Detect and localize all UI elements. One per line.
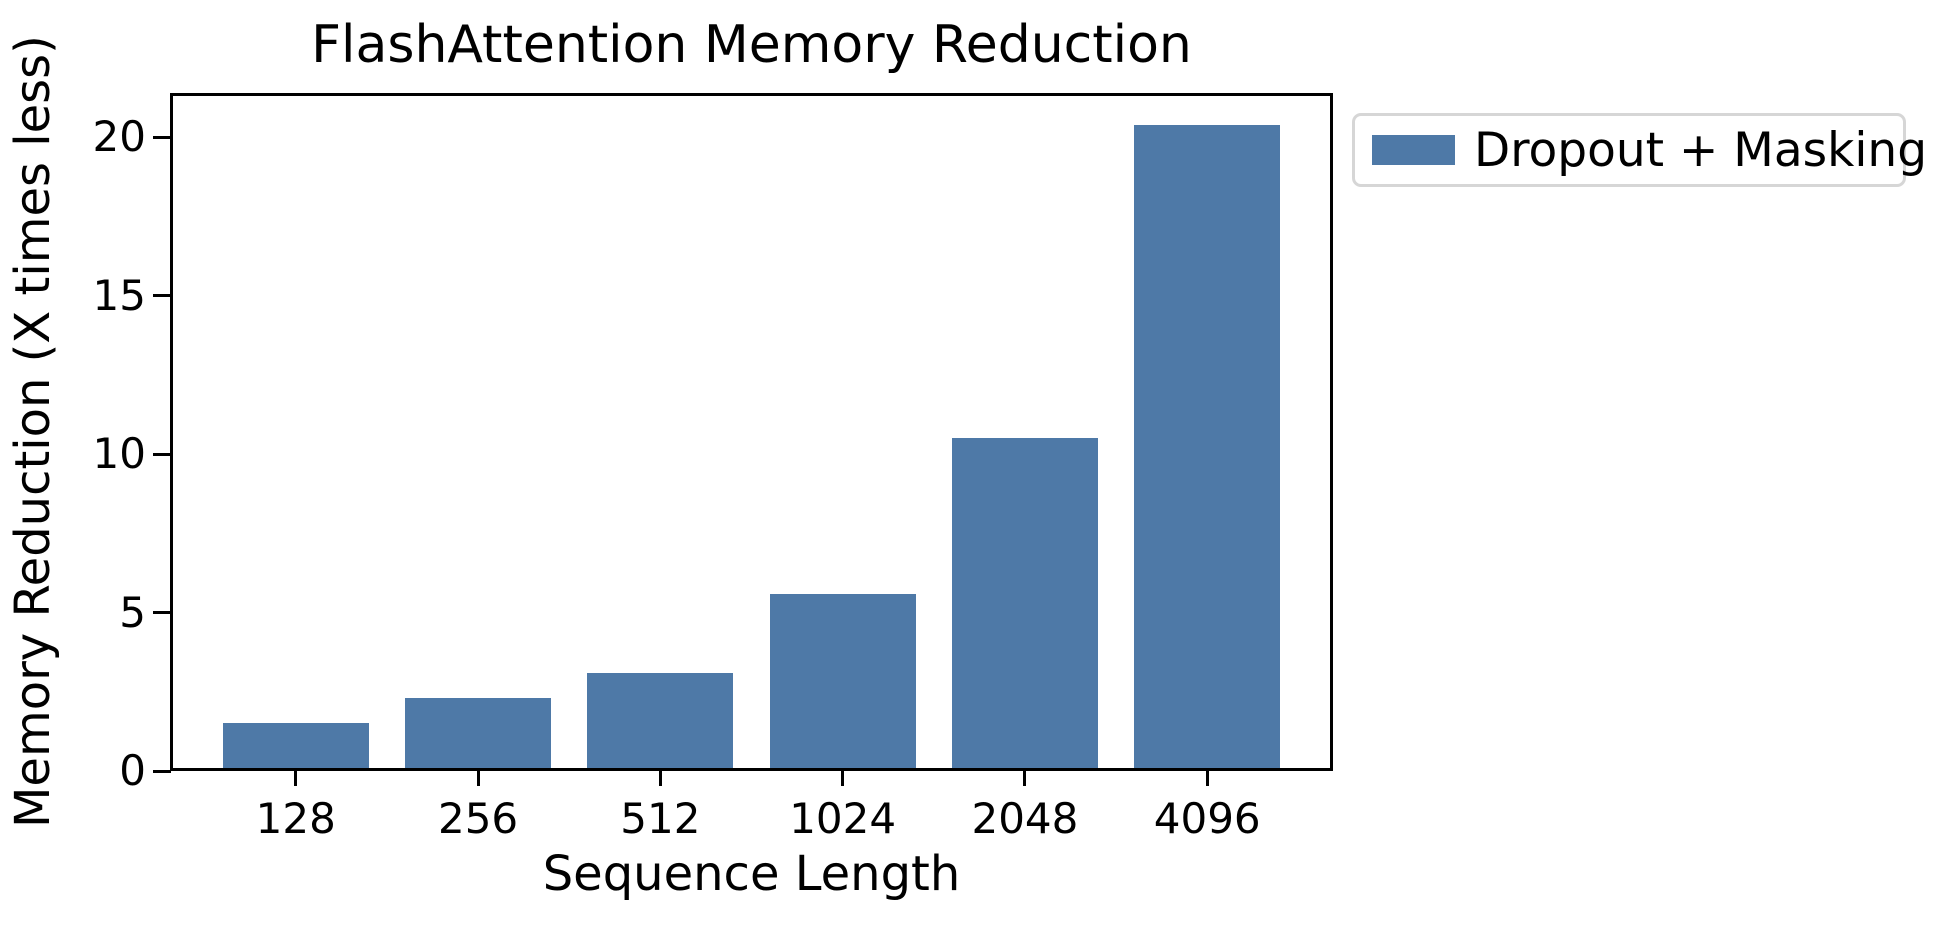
y-tick-label: 15 <box>92 270 146 320</box>
x-tick-mark <box>1205 769 1209 786</box>
x-tick-mark <box>1023 769 1027 786</box>
y-tick-label: 20 <box>92 112 146 162</box>
chart-title: FlashAttention Memory Reduction <box>311 15 1192 75</box>
y-tick-label: 0 <box>119 746 146 795</box>
x-tick-label: 512 <box>620 794 701 843</box>
y-tick-mark <box>153 294 171 298</box>
x-tick-label: 256 <box>437 794 519 843</box>
y-tick-mark <box>153 452 171 456</box>
x-tick-mark <box>476 769 480 786</box>
bar-4096 <box>1134 124 1281 771</box>
y-tick-mark <box>153 135 171 139</box>
legend-label: Dropout + Masking <box>1474 122 1928 178</box>
legend-swatch <box>1372 135 1455 165</box>
x-tick-mark <box>658 769 662 786</box>
y-tick-mark <box>153 769 171 773</box>
legend: Dropout + Masking <box>1352 113 1927 187</box>
bar-128 <box>222 723 369 771</box>
bar-2048 <box>952 438 1098 771</box>
x-tick-label: 1024 <box>789 794 897 843</box>
x-tick-label: 4096 <box>1153 794 1261 843</box>
x-tick-label: 128 <box>255 794 336 843</box>
bar-256 <box>405 698 551 771</box>
bar-1024 <box>769 593 916 771</box>
x-tick-mark <box>841 769 845 786</box>
y-tick-mark <box>153 611 171 615</box>
bar-512 <box>587 672 734 771</box>
y-tick-label: 5 <box>119 587 146 637</box>
y-tick-label: 10 <box>92 429 146 479</box>
x-tick-mark <box>294 769 298 786</box>
x-tick-label: 2048 <box>971 794 1079 843</box>
x-axis-label: Sequence Length <box>542 846 961 902</box>
